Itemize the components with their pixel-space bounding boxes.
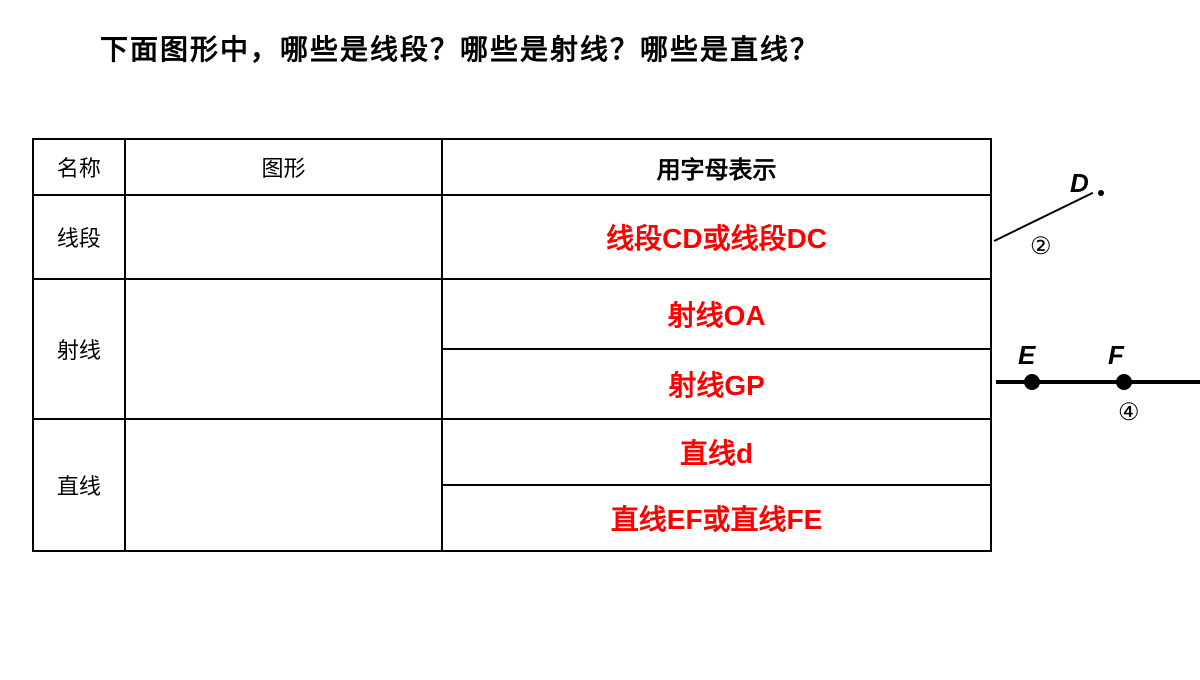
- geometry-table: 名称 图形 用字母表示 线段 线段CD或线段DC 射线 射线OA 射线GP 直线…: [32, 138, 992, 552]
- circled-2: ②: [1030, 232, 1052, 261]
- header-expression: 用字母表示: [442, 139, 991, 195]
- cell-ray1-expr: 射线OA: [442, 279, 991, 349]
- question-title: 下面图形中，哪些是线段？哪些是射线？哪些是直线？: [100, 28, 820, 68]
- header-figure: 图形: [125, 139, 442, 195]
- cell-segment-expr: 线段CD或线段DC: [442, 195, 991, 279]
- cell-segment-figure: [125, 195, 442, 279]
- cell-ray-figure: [125, 279, 442, 419]
- header-name: 名称: [33, 139, 125, 195]
- figures-area: D ② E F ④: [1000, 170, 1200, 490]
- cell-ray2-expr: 射线GP: [442, 349, 991, 419]
- row-line-label: 直线: [33, 419, 125, 551]
- point-E: [1024, 374, 1040, 390]
- segment-endpoint-2: [1098, 190, 1104, 196]
- cell-line-figure: [125, 419, 442, 551]
- label-F: F: [1108, 340, 1124, 371]
- point-F: [1116, 374, 1132, 390]
- circled-4: ④: [1118, 398, 1140, 427]
- row-segment-label: 线段: [33, 195, 125, 279]
- row-ray-label: 射线: [33, 279, 125, 419]
- cell-line2-expr: 直线EF或直线FE: [442, 485, 991, 551]
- cell-line1-expr: 直线d: [442, 419, 991, 485]
- label-E: E: [1018, 340, 1035, 371]
